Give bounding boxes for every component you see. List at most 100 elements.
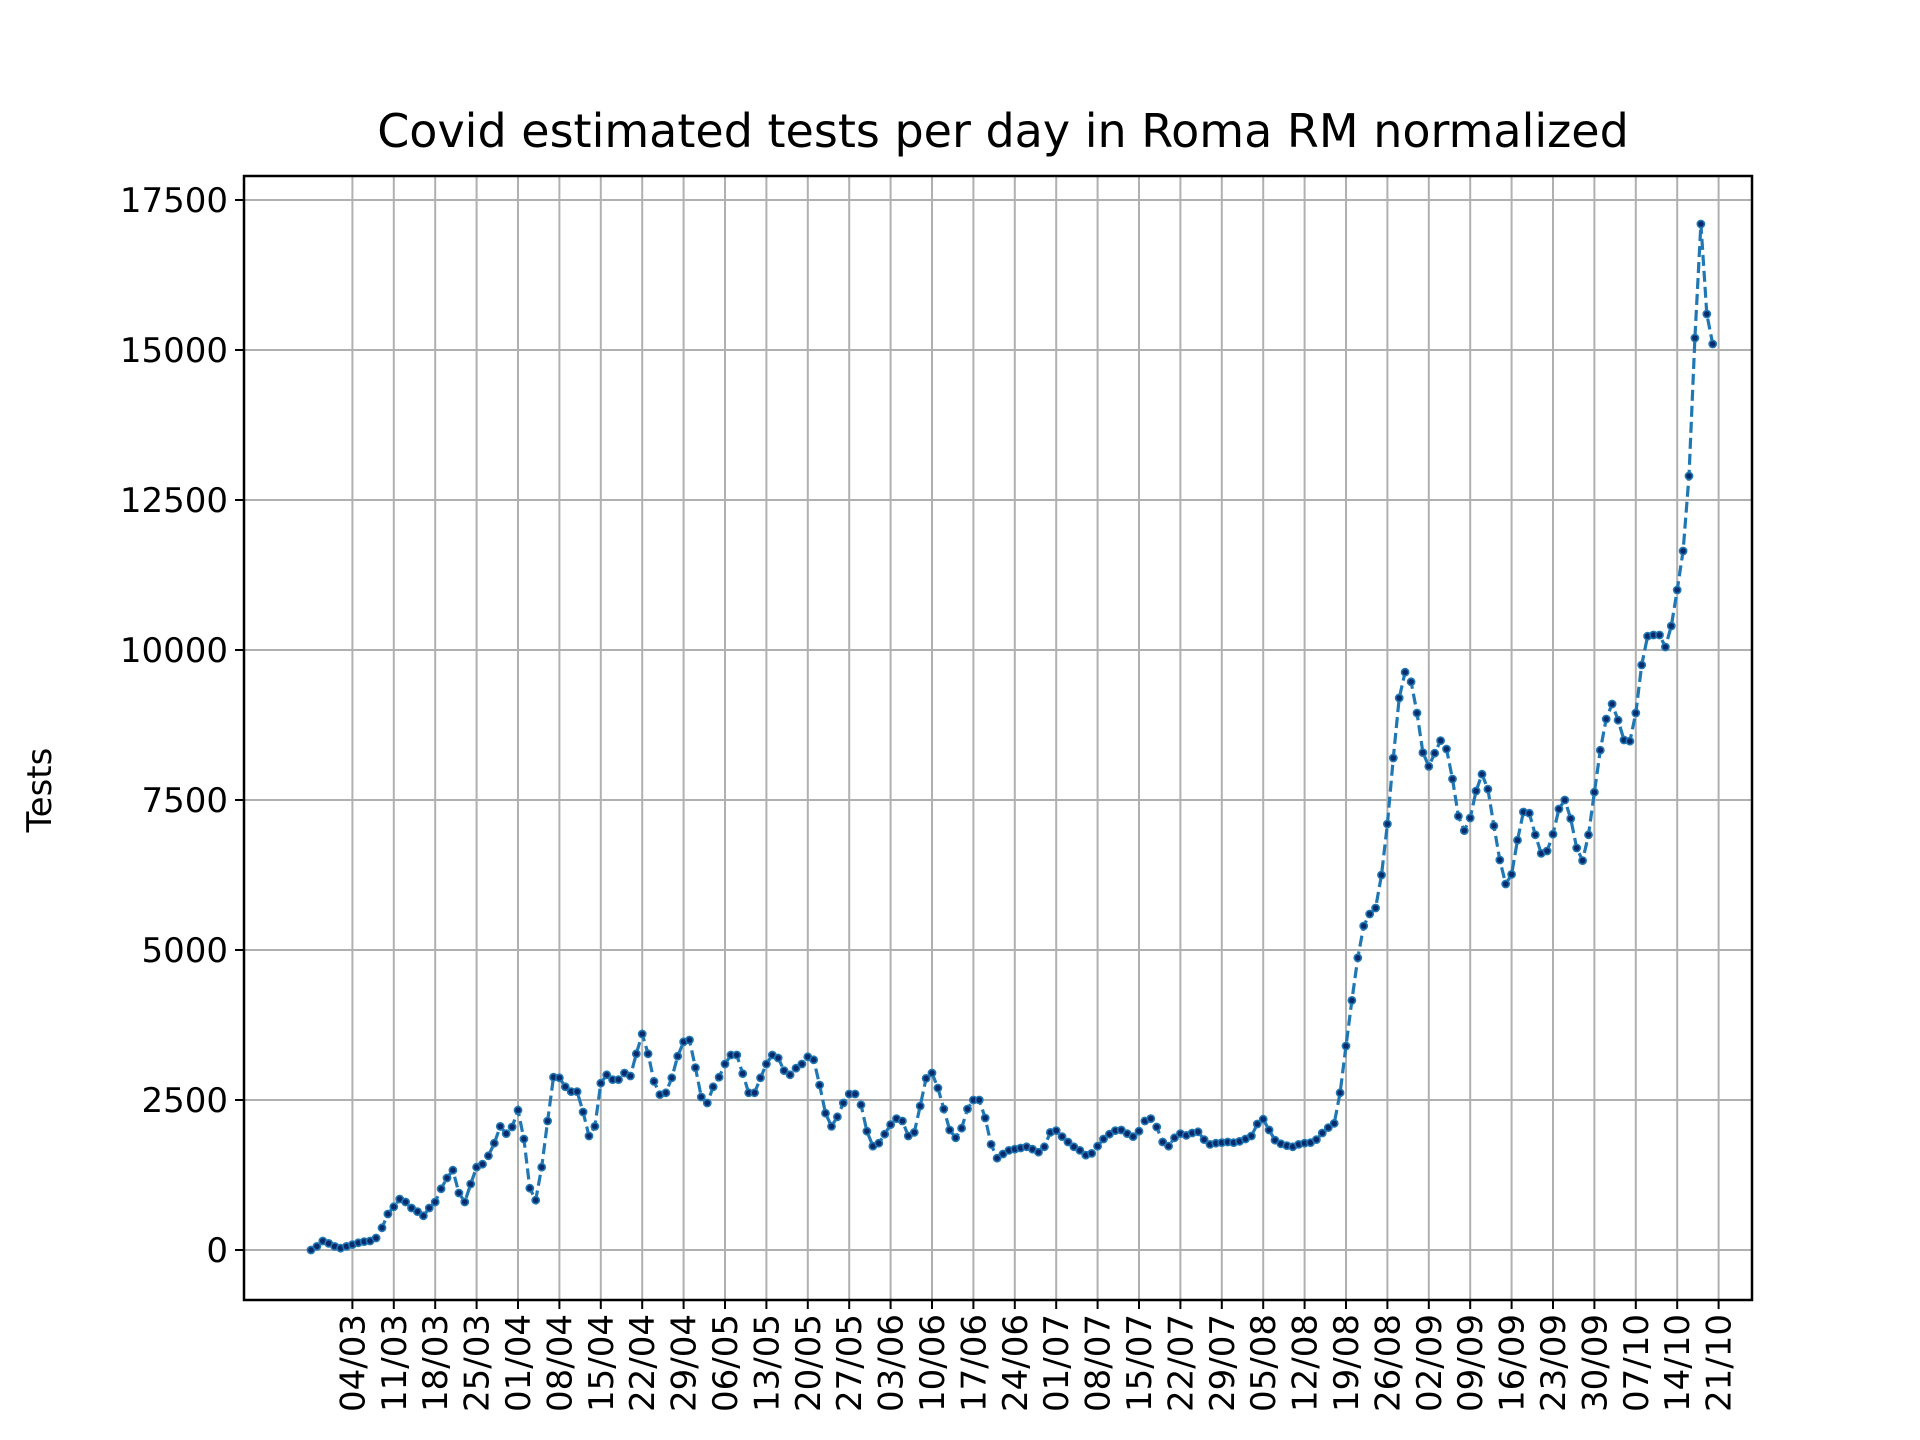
data-point — [1655, 630, 1664, 640]
grid-lines — [244, 176, 1752, 1300]
data-point — [874, 1138, 884, 1148]
data-point — [702, 1098, 712, 1108]
x-tick-label: 24/06 — [996, 1314, 1036, 1412]
data-point — [685, 1035, 694, 1045]
data-point — [495, 1122, 505, 1131]
data-point — [809, 1055, 819, 1065]
data-point — [1377, 870, 1386, 880]
x-tick-label: 16/09 — [1493, 1314, 1533, 1412]
x-tick-label: 20/05 — [789, 1314, 829, 1412]
data-point — [980, 1113, 990, 1123]
data-point — [838, 1098, 848, 1108]
data-point — [696, 1092, 706, 1102]
data-point — [602, 1070, 612, 1080]
data-point — [661, 1088, 671, 1098]
data-point — [448, 1165, 458, 1175]
data-point — [898, 1116, 907, 1126]
data-point — [791, 1063, 801, 1073]
data-point — [1530, 830, 1540, 840]
data-point — [1708, 339, 1718, 349]
data-point — [1412, 708, 1422, 718]
data-point — [649, 1077, 659, 1086]
data-point — [525, 1183, 535, 1193]
x-tick-label: 30/09 — [1575, 1314, 1615, 1412]
data-point — [631, 1049, 641, 1059]
data-point — [827, 1122, 836, 1131]
data-point — [1424, 762, 1434, 771]
y-tick-label: 10000 — [120, 631, 228, 671]
data-point — [1584, 830, 1593, 840]
data-point — [466, 1179, 476, 1189]
data-point — [756, 1073, 765, 1083]
data-point — [1317, 1128, 1327, 1138]
x-tick-label: 26/08 — [1368, 1314, 1408, 1412]
data-point — [1394, 693, 1404, 703]
x-tick-label: 22/04 — [623, 1314, 663, 1412]
data-point — [1418, 748, 1428, 757]
data-point — [1661, 642, 1670, 652]
data-point — [513, 1105, 523, 1115]
data-point — [1034, 1147, 1043, 1157]
data-point — [945, 1125, 955, 1135]
data-point — [555, 1073, 564, 1083]
data-point — [992, 1153, 1002, 1163]
data-point — [1678, 546, 1688, 556]
data-point — [637, 1029, 647, 1039]
data-point — [1495, 855, 1505, 865]
data-point — [590, 1122, 600, 1131]
data-point — [1134, 1126, 1144, 1136]
data-point — [1459, 826, 1469, 835]
x-tick-label: 04/03 — [333, 1314, 373, 1412]
data-point — [1524, 808, 1534, 818]
x-tick-label: 09/09 — [1451, 1314, 1491, 1412]
data-point — [418, 1211, 428, 1221]
data-point — [1613, 715, 1623, 725]
data-point — [436, 1184, 446, 1194]
data-point — [927, 1068, 937, 1078]
data-point — [478, 1159, 487, 1169]
data-point — [560, 1082, 570, 1092]
data-point — [1702, 309, 1712, 319]
data-point — [1448, 774, 1457, 784]
data-point — [371, 1233, 381, 1243]
series-line — [310, 223, 1715, 1252]
data-point — [442, 1173, 452, 1183]
data-point — [785, 1070, 795, 1080]
data-point — [519, 1134, 529, 1144]
data-point — [596, 1078, 606, 1088]
data-point — [1489, 821, 1499, 831]
data-point — [921, 1074, 931, 1083]
data-point — [1690, 333, 1700, 343]
data-point — [880, 1129, 890, 1139]
data-point — [1696, 219, 1706, 229]
x-tick-label: 05/08 — [1244, 1314, 1284, 1412]
data-point — [1465, 813, 1475, 823]
y-axis-label: Tests — [20, 748, 60, 834]
x-tick-label: 23/09 — [1534, 1314, 1574, 1412]
data-point — [1353, 953, 1363, 963]
data-point — [1057, 1132, 1067, 1141]
data-point — [957, 1123, 966, 1133]
data-point — [312, 1242, 322, 1251]
data-point — [720, 1059, 730, 1069]
data-point — [1193, 1127, 1203, 1137]
data-point — [1595, 745, 1605, 755]
data-point — [915, 1101, 925, 1111]
data-point — [1388, 753, 1398, 763]
data-point — [1477, 769, 1487, 779]
data-point — [377, 1223, 387, 1233]
data-point — [1075, 1146, 1085, 1155]
x-tick-label: 15/07 — [1120, 1314, 1160, 1412]
data-point — [1684, 471, 1694, 481]
data-point — [430, 1197, 440, 1207]
data-point — [1258, 1114, 1268, 1124]
data-point — [1365, 909, 1375, 919]
data-series — [306, 219, 1718, 1255]
y-tick-label: 7500 — [141, 781, 228, 821]
data-point — [1590, 787, 1599, 797]
data-point — [1548, 829, 1558, 839]
x-tick-label: 08/04 — [540, 1314, 580, 1412]
data-point — [708, 1082, 718, 1092]
data-point — [507, 1122, 517, 1132]
